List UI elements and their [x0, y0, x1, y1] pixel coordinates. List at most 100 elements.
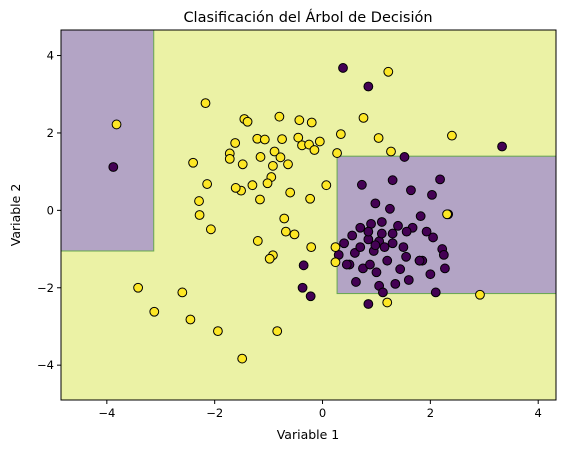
point-class-1 — [315, 137, 324, 146]
point-class-0 — [380, 243, 389, 252]
point-class-1 — [281, 227, 290, 236]
point-class-0 — [364, 227, 373, 236]
point-class-0 — [306, 292, 315, 301]
point-class-1 — [225, 154, 234, 163]
point-class-0 — [377, 218, 386, 227]
point-class-1 — [201, 99, 210, 108]
point-class-1 — [476, 290, 485, 299]
point-class-1 — [307, 243, 316, 252]
point-class-1 — [374, 134, 383, 143]
point-class-1 — [306, 194, 315, 203]
point-class-0 — [371, 199, 380, 208]
point-class-0 — [441, 264, 450, 273]
point-class-1 — [310, 146, 319, 155]
point-class-0 — [426, 270, 435, 279]
point-class-1 — [260, 135, 269, 144]
point-class-0 — [498, 142, 507, 151]
point-class-1 — [195, 211, 204, 220]
x-tick-label: −2 — [206, 406, 223, 420]
point-class-1 — [134, 283, 143, 292]
point-class-1 — [333, 149, 342, 158]
point-class-0 — [416, 212, 425, 221]
point-class-1 — [256, 153, 265, 162]
point-class-0 — [352, 278, 361, 287]
point-class-1 — [243, 117, 252, 126]
point-class-1 — [186, 315, 195, 324]
point-class-0 — [366, 260, 375, 269]
point-class-1 — [286, 188, 295, 197]
point-class-0 — [388, 239, 397, 248]
point-class-1 — [448, 131, 457, 140]
point-class-1 — [207, 225, 216, 234]
point-class-0 — [388, 176, 397, 185]
x-axis-ticks: −4 −2 0 2 4 — [98, 400, 542, 420]
point-class-1 — [275, 112, 284, 121]
point-class-0 — [399, 243, 408, 252]
y-axis-label: Variable 2 — [8, 184, 23, 247]
point-class-1 — [331, 258, 340, 267]
point-class-1 — [359, 113, 368, 122]
point-class-1 — [284, 160, 293, 169]
point-class-0 — [439, 250, 448, 259]
region-class-0 — [61, 30, 154, 251]
point-class-0 — [348, 231, 357, 240]
point-class-0 — [299, 261, 308, 270]
y-tick-label: −2 — [37, 281, 54, 295]
point-class-0 — [391, 279, 400, 288]
point-class-1 — [231, 139, 240, 148]
chart-title: Clasificación del Árbol de Decisión — [183, 9, 432, 26]
y-axis-ticks: −4 −2 0 2 4 — [37, 49, 61, 373]
point-class-0 — [383, 256, 392, 265]
point-class-1 — [322, 181, 331, 190]
point-class-0 — [402, 227, 411, 236]
decision-regions — [61, 30, 556, 400]
point-class-1 — [231, 184, 240, 193]
point-class-1 — [214, 327, 223, 336]
point-class-1 — [276, 153, 285, 162]
y-tick-label: −4 — [37, 358, 54, 372]
x-tick-label: 2 — [427, 406, 434, 420]
point-class-0 — [428, 190, 437, 199]
point-class-0 — [400, 153, 409, 162]
point-class-0 — [377, 229, 386, 238]
point-class-1 — [256, 195, 265, 204]
point-class-0 — [388, 229, 397, 238]
point-class-0 — [109, 163, 118, 172]
point-class-1 — [189, 158, 198, 167]
point-class-1 — [238, 160, 247, 169]
point-class-1 — [336, 130, 345, 139]
x-tick-label: −4 — [98, 406, 115, 420]
point-class-0 — [436, 175, 445, 184]
point-class-1 — [443, 210, 452, 219]
point-class-1 — [278, 135, 287, 144]
point-class-1 — [273, 327, 282, 336]
y-tick-label: 4 — [47, 49, 54, 63]
point-class-0 — [372, 268, 381, 277]
x-tick-label: 4 — [535, 406, 542, 420]
point-class-1 — [290, 230, 299, 239]
point-class-0 — [356, 243, 365, 252]
point-class-0 — [394, 221, 403, 230]
point-class-1 — [331, 243, 340, 252]
point-class-1 — [238, 354, 247, 363]
point-class-1 — [383, 298, 392, 307]
point-class-1 — [280, 214, 289, 223]
point-class-1 — [178, 288, 187, 297]
point-class-1 — [295, 116, 304, 125]
point-class-0 — [298, 283, 307, 292]
point-class-0 — [357, 180, 366, 189]
y-tick-label: 0 — [47, 203, 54, 217]
point-class-1 — [150, 307, 159, 316]
x-tick-label: 0 — [319, 406, 326, 420]
point-class-0 — [407, 186, 416, 195]
point-class-1 — [253, 237, 262, 246]
point-class-0 — [402, 252, 411, 261]
point-class-0 — [342, 260, 351, 269]
point-class-0 — [431, 288, 440, 297]
point-class-0 — [371, 241, 380, 250]
point-class-1 — [387, 147, 396, 156]
point-class-0 — [396, 265, 405, 274]
point-class-1 — [263, 179, 272, 188]
point-class-0 — [429, 233, 438, 242]
